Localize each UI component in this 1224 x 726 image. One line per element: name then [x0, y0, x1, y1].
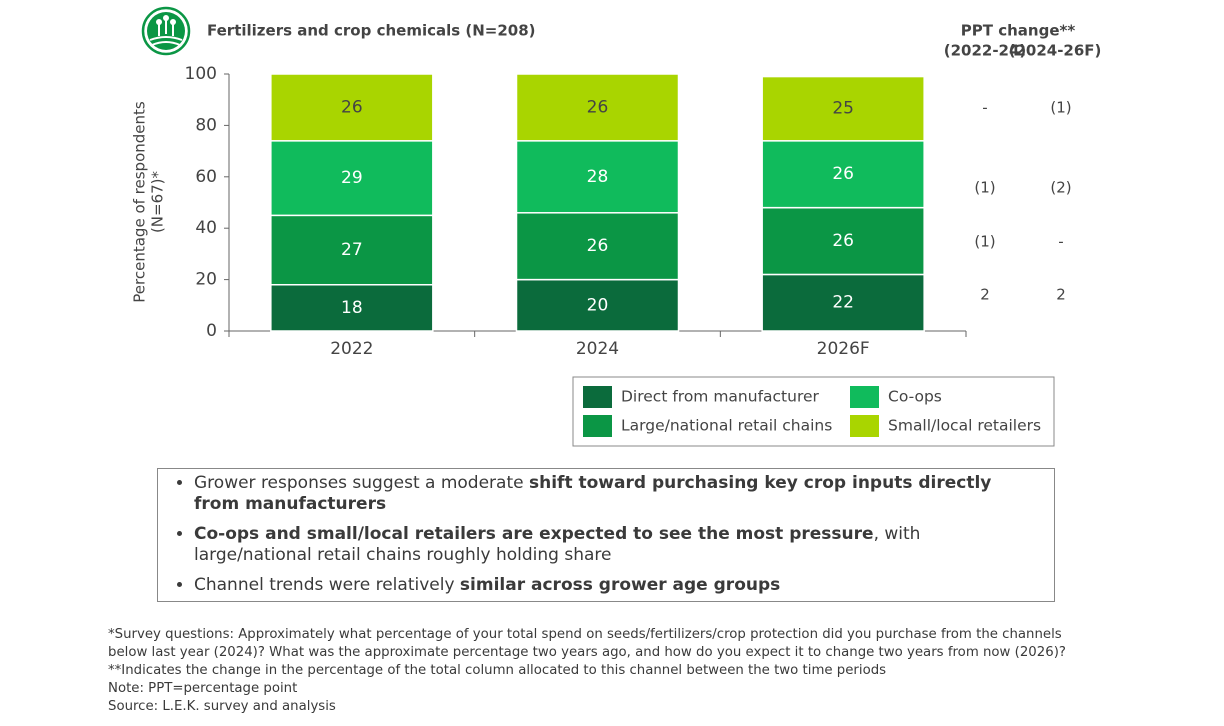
bullet: Channel trends were relatively similar a… [194, 575, 1034, 596]
value-label: 22 [832, 293, 854, 313]
footnote: Note: PPT=percentage point [108, 681, 298, 696]
bar-segment [761, 75, 925, 142]
legend-swatch [850, 386, 879, 408]
bar-segment [270, 73, 434, 142]
footnote: **Indicates the change in the percentage… [108, 663, 887, 678]
y-tick-label: 80 [195, 115, 217, 135]
ppt-period: (2022-24) [944, 42, 1027, 60]
value-label: 20 [587, 295, 609, 315]
bar-segment [270, 140, 434, 217]
chart: Fertilizers and crop chemicals (N=208) P… [131, 6, 1102, 447]
ppt-value: (1) [1050, 99, 1071, 117]
ppt-value: 2 [1056, 286, 1066, 304]
bar-segment [515, 278, 680, 332]
footnote: *Survey questions: Approximately what pe… [108, 627, 1062, 642]
bullet-text: Channel trends were relatively [194, 575, 460, 595]
ppt-period: (2024-26F) [1009, 42, 1102, 60]
bar-segment [761, 140, 925, 209]
bullet-text: similar across grower age groups [459, 575, 781, 595]
ppt-value: (1) [974, 179, 995, 197]
bar-segment [515, 212, 680, 281]
value-label: 28 [587, 167, 609, 187]
ppt-value: (2) [1050, 179, 1071, 197]
icon [141, 6, 191, 56]
legend-swatch [850, 415, 879, 437]
bar-segment [515, 73, 680, 142]
bar-segment [515, 140, 680, 214]
bar-segment [270, 283, 434, 332]
x-tick-label: 2024 [576, 339, 619, 359]
footnote: below last year (2024)? What was the app… [108, 645, 1066, 660]
value-label: 25 [832, 99, 854, 119]
y-axis-label: Percentage of respondents [131, 101, 149, 303]
value-label: 18 [341, 298, 363, 318]
y-tick-label: 100 [185, 64, 217, 84]
value-label: 26 [587, 97, 609, 117]
bullet: Co-ops and small/local retailers are exp… [194, 524, 1034, 566]
ppt-value: (1) [974, 233, 995, 251]
value-label: 27 [341, 240, 363, 260]
legend-label: Direct from manufacturer [621, 388, 820, 406]
value-label: 26 [832, 164, 854, 184]
ppt-value: - [982, 99, 987, 117]
y-tick-label: 0 [206, 321, 217, 341]
value-label: 26 [832, 231, 854, 251]
chart-title: Fertilizers and crop chemicals (N=208) [207, 22, 536, 40]
key-takeaways: Grower responses suggest a moderate shif… [157, 468, 1055, 602]
value-label: 29 [341, 168, 363, 188]
legend-label: Co-ops [888, 388, 942, 406]
value-label: 26 [587, 236, 609, 256]
bullet: Grower responses suggest a moderate shif… [194, 473, 1034, 515]
bar-segment [270, 214, 434, 286]
bullet-text: shift toward purchasing key crop inputs … [194, 473, 992, 514]
value-label: 26 [341, 97, 363, 117]
y-axis-label: (N=67)* [149, 170, 167, 233]
legend-label: Large/national retail chains [621, 417, 832, 435]
ppt-value: - [1058, 233, 1063, 251]
bar-segment [761, 273, 925, 332]
footnotes: *Survey questions: Approximately what pe… [108, 626, 1066, 716]
legend-swatch [583, 386, 612, 408]
y-tick-label: 40 [195, 218, 217, 238]
ppt-value: 2 [980, 286, 990, 304]
footnote: Source: L.E.K. survey and analysis [108, 699, 336, 714]
x-tick-label: 2022 [330, 339, 373, 359]
legend-box [572, 376, 1055, 447]
y-tick-label: 60 [195, 167, 217, 187]
ppt-title: PPT change** [961, 22, 1076, 40]
legend-swatch [583, 415, 612, 437]
bar-segment [761, 206, 925, 276]
x-tick-label: 2026F [817, 339, 870, 359]
bullet-text: Grower responses suggest a moderate [194, 473, 529, 493]
legend-label: Small/local retailers [888, 417, 1041, 435]
bullet-text: Co-ops and small/local retailers are exp… [194, 524, 874, 544]
bullet-text: , with large/national retail chains roug… [194, 524, 921, 565]
y-tick-label: 20 [195, 270, 217, 290]
